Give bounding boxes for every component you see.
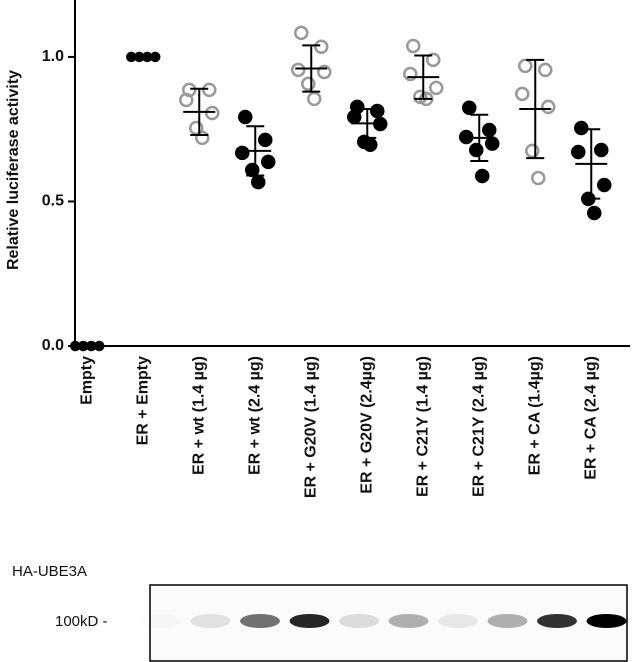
- data-point: [571, 144, 586, 160]
- data-point: [485, 136, 500, 151]
- blot-band: [438, 614, 478, 628]
- data-point: [261, 154, 276, 170]
- data-point: [251, 174, 266, 190]
- y-tick-label: 1.0: [42, 48, 64, 65]
- blot-marker: 100kD -: [55, 613, 108, 630]
- y-axis-label: Relative luciferase activity: [5, 70, 22, 270]
- data-point: [538, 62, 553, 78]
- data-point: [594, 142, 609, 158]
- data-point: [403, 66, 418, 82]
- data-point: [258, 132, 273, 148]
- data-point: [314, 39, 329, 55]
- data-point: [541, 99, 556, 115]
- x-tick-label: ER + G20V (2.4µg): [358, 356, 375, 494]
- data-point: [317, 64, 332, 80]
- data-point: [205, 105, 220, 121]
- data-point: [179, 92, 194, 108]
- y-tick-label: 0.5: [42, 193, 64, 210]
- blot-title: HA-UBE3A: [12, 563, 87, 580]
- data-point: [235, 145, 250, 161]
- x-tick-label: ER + C21Y (2.4 µg): [470, 356, 487, 497]
- data-point: [429, 80, 444, 96]
- data-point: [195, 130, 210, 146]
- x-tick-label: ER + Empty: [134, 356, 151, 445]
- data-point: [301, 76, 316, 92]
- blot-band: [388, 614, 429, 628]
- data-point: [475, 168, 490, 184]
- blot-band: [586, 614, 627, 628]
- data-point: [406, 38, 421, 54]
- blot-band: [537, 614, 577, 628]
- data-point: [482, 122, 497, 138]
- data-point: [469, 142, 484, 158]
- x-tick-label: ER + C21Y (1.4 µg): [414, 356, 431, 497]
- x-tick-label: ER + G20V (1.4 µg): [302, 356, 319, 498]
- data-point: [307, 91, 322, 107]
- data-point: [587, 205, 602, 221]
- data-point: [462, 100, 477, 116]
- x-tick-label: ER + CA (2.4 µg): [582, 356, 599, 480]
- data-point: [202, 82, 217, 98]
- blot-band: [339, 614, 379, 628]
- data-point: [294, 25, 309, 41]
- data-point: [291, 62, 306, 78]
- data-point: [515, 86, 530, 102]
- data-point: [518, 58, 533, 74]
- data-point: [238, 109, 253, 125]
- data-point: [370, 103, 385, 119]
- blot-band: [289, 614, 330, 628]
- blot-band: [487, 614, 528, 628]
- data-point: [597, 177, 612, 193]
- data-point: [245, 162, 260, 178]
- y-tick-label: 0.0: [42, 337, 64, 354]
- x-tick-label: ER + CA (1.4µg): [526, 356, 543, 475]
- blot-band: [141, 614, 181, 628]
- data-point: [531, 170, 546, 186]
- data-point: [574, 120, 589, 136]
- data-point: [426, 52, 441, 68]
- x-tick-label: ER + wt (1.4 µg): [190, 356, 207, 475]
- x-tick-label: Empty: [78, 356, 95, 405]
- data-point: [363, 137, 378, 153]
- data-point: [347, 109, 362, 125]
- data-point: [525, 143, 540, 159]
- blot-band: [190, 614, 231, 628]
- blot-band: [240, 614, 280, 628]
- x-tick-label: ER + wt (2.4 µg): [246, 356, 263, 475]
